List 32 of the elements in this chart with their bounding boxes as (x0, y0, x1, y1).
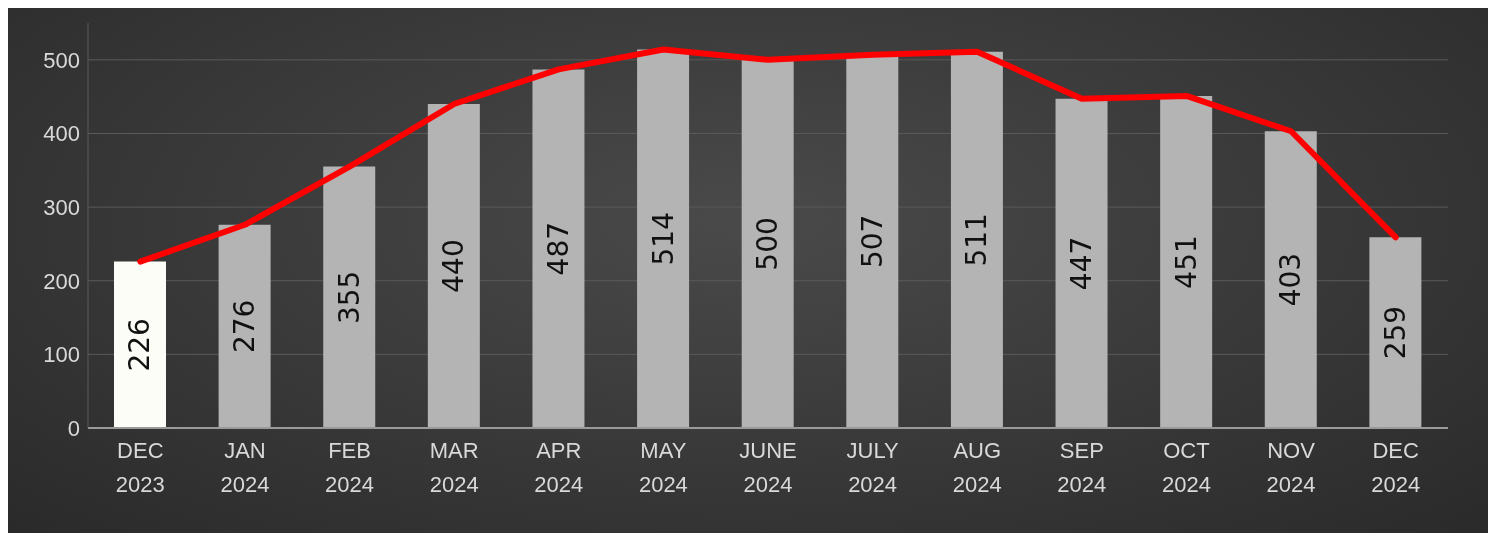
x-tick-label: AUG 2024 (952, 438, 1002, 497)
data-label: 259 (1378, 305, 1412, 360)
data-label: 447 (1065, 236, 1099, 291)
x-tick-label: DEC 2024 (1371, 438, 1421, 497)
data-label: 226 (123, 318, 157, 372)
data-label: 403 (1274, 252, 1308, 307)
x-tick-label: JAN 2024 (220, 438, 270, 497)
x-tick-label: JULY 2024 (846, 438, 900, 497)
y-tick-label: 200 (43, 268, 80, 294)
y-tick-label: 500 (43, 47, 80, 73)
data-label: 451 (1169, 235, 1203, 289)
data-label: 507 (855, 214, 889, 269)
x-tick-label: DEC 2023 (115, 438, 165, 497)
x-tick-label: OCT 2024 (1161, 438, 1211, 497)
data-label: 355 (332, 270, 366, 325)
data-label: 440 (437, 239, 471, 293)
data-label: 514 (646, 212, 680, 266)
data-label: 276 (228, 299, 262, 354)
x-tick-label: JUNE 2024 (739, 438, 797, 497)
x-tick-label: SEP 2024 (1057, 438, 1107, 497)
data-label: 500 (751, 217, 785, 271)
x-tick-label: MAY 2024 (638, 438, 688, 497)
x-tick-label: FEB 2024 (325, 438, 375, 497)
x-tick-label: MAR 2024 (429, 438, 479, 497)
y-tick-label: 300 (43, 194, 80, 220)
x-tick-label: NOV 2024 (1266, 438, 1316, 497)
data-label: 487 (541, 221, 575, 276)
data-label: 511 (960, 213, 994, 267)
y-tick-label: 0 (67, 415, 80, 441)
x-tick-label: APR 2024 (534, 438, 584, 497)
y-tick-label: 100 (43, 342, 80, 368)
y-tick-label: 400 (43, 121, 80, 147)
